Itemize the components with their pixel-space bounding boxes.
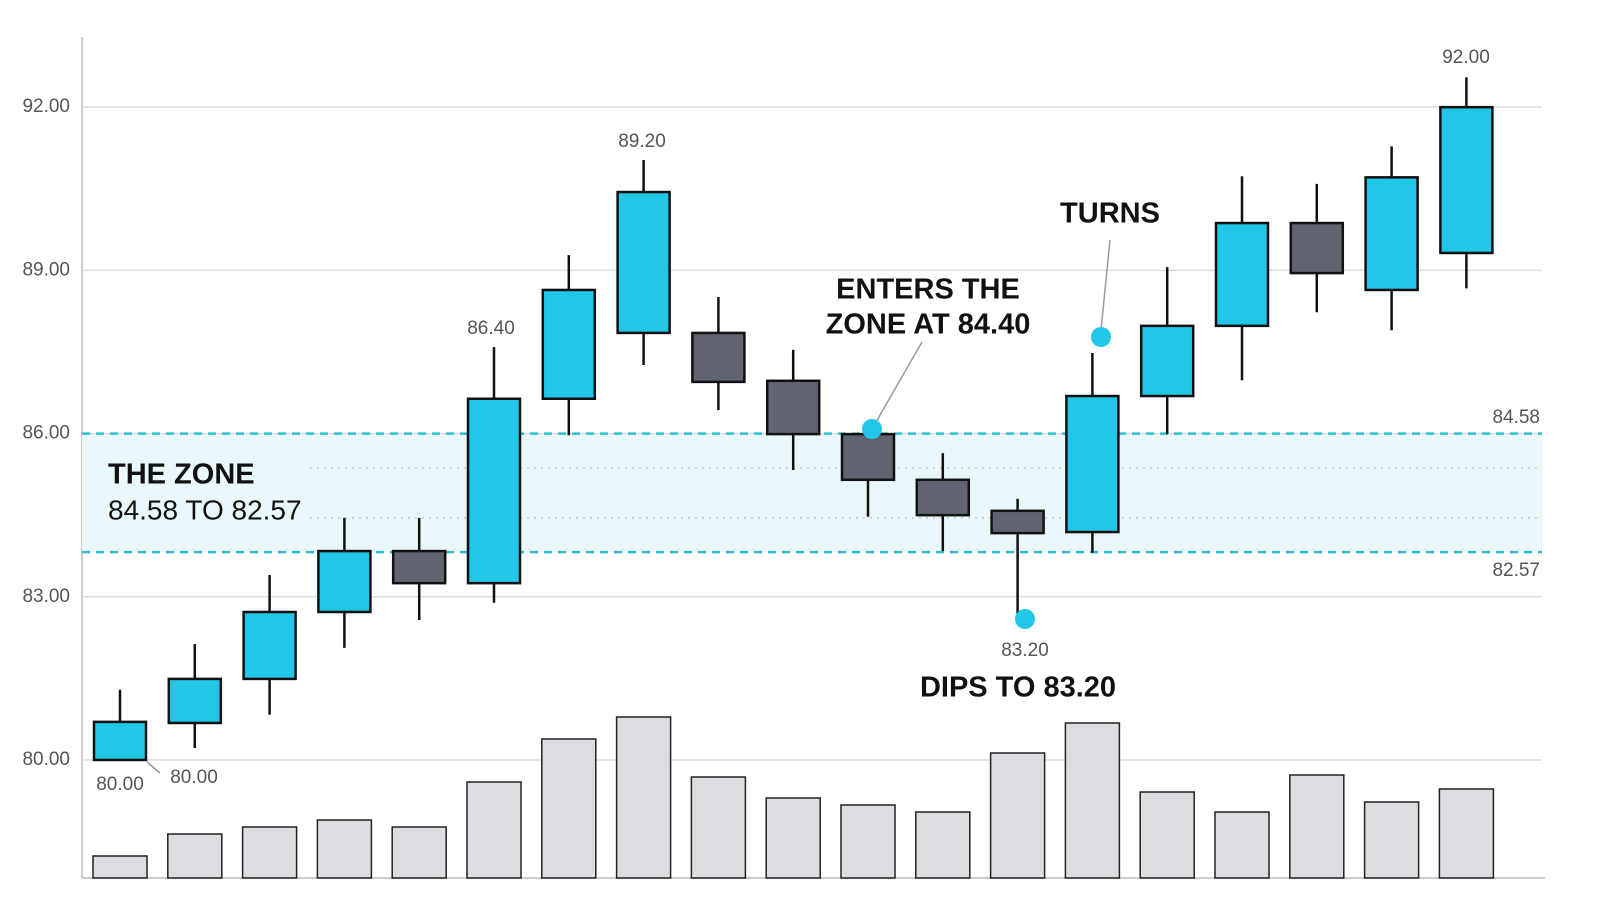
volume-bar — [615, 716, 672, 879]
zone-band — [82, 433, 1542, 553]
volume-bar — [241, 826, 298, 879]
annotation: ENTERS THE — [836, 274, 1020, 306]
volume-bar — [1289, 774, 1345, 879]
volume-bar — [690, 776, 747, 879]
volume-bar — [840, 804, 896, 879]
marker-dot — [1015, 609, 1035, 629]
volume-bar — [989, 752, 1046, 879]
candle-body — [391, 549, 447, 585]
volume-bar — [1064, 722, 1121, 879]
volume-bar — [765, 797, 821, 879]
candle-body — [915, 478, 971, 517]
volume-bar — [167, 833, 223, 879]
annotation: TURNS — [1060, 198, 1160, 230]
annotation: DIPS TO 83.20 — [920, 672, 1116, 704]
candle-body — [1439, 105, 1494, 255]
volume-bar — [1363, 801, 1420, 879]
leader-line — [146, 761, 161, 774]
annotation: 80.00 — [170, 767, 218, 788]
annotation: 84.58 TO 82.57 — [108, 494, 302, 525]
candle-body — [466, 397, 522, 585]
volume-bar — [915, 811, 971, 879]
annotation: THE ZONE — [108, 459, 255, 491]
candle-body — [242, 610, 297, 681]
marker-dot — [1091, 327, 1111, 347]
candle-body — [92, 720, 148, 762]
volume-bar — [1139, 791, 1195, 879]
y-tick-label: 86.00 — [22, 423, 70, 444]
leader-line — [1100, 239, 1111, 331]
volume-bar — [391, 826, 447, 879]
candle-body — [1289, 221, 1345, 275]
annotation: 80.00 — [96, 774, 144, 795]
candle-body — [317, 549, 372, 614]
annotation: 86.40 — [467, 318, 515, 339]
volume-bar — [466, 781, 522, 879]
volume-bar — [316, 819, 373, 879]
y-tick-label: 83.00 — [22, 586, 70, 607]
volume-bar — [1214, 811, 1270, 879]
candle-body — [167, 677, 223, 725]
y-tick-label: 80.00 — [22, 749, 70, 770]
candle-body — [541, 288, 597, 400]
candle-body — [691, 331, 746, 384]
marker-dot — [862, 419, 882, 439]
candle-body — [616, 190, 671, 335]
candle-body — [1065, 394, 1120, 534]
candle-body — [990, 509, 1045, 535]
annotation: ZONE AT 84.40 — [826, 309, 1031, 341]
candle-body — [1214, 221, 1270, 328]
y-tick-label: 89.00 — [22, 259, 70, 280]
candle-body — [765, 379, 821, 436]
annotation: 83.20 — [1001, 640, 1049, 661]
annotation: 82.57 — [1492, 560, 1540, 581]
volume-bar — [541, 738, 597, 879]
annotation: 84.58 — [1492, 407, 1540, 428]
candle-body — [840, 432, 896, 482]
candle-body — [1139, 324, 1195, 398]
annotation: 89.20 — [618, 131, 666, 152]
annotation: 92.00 — [1442, 47, 1490, 68]
candle-body — [1364, 176, 1419, 292]
volume-bar — [92, 855, 148, 879]
leader-line — [871, 341, 923, 430]
y-tick-label: 92.00 — [22, 96, 70, 117]
volume-bar — [1438, 788, 1495, 879]
